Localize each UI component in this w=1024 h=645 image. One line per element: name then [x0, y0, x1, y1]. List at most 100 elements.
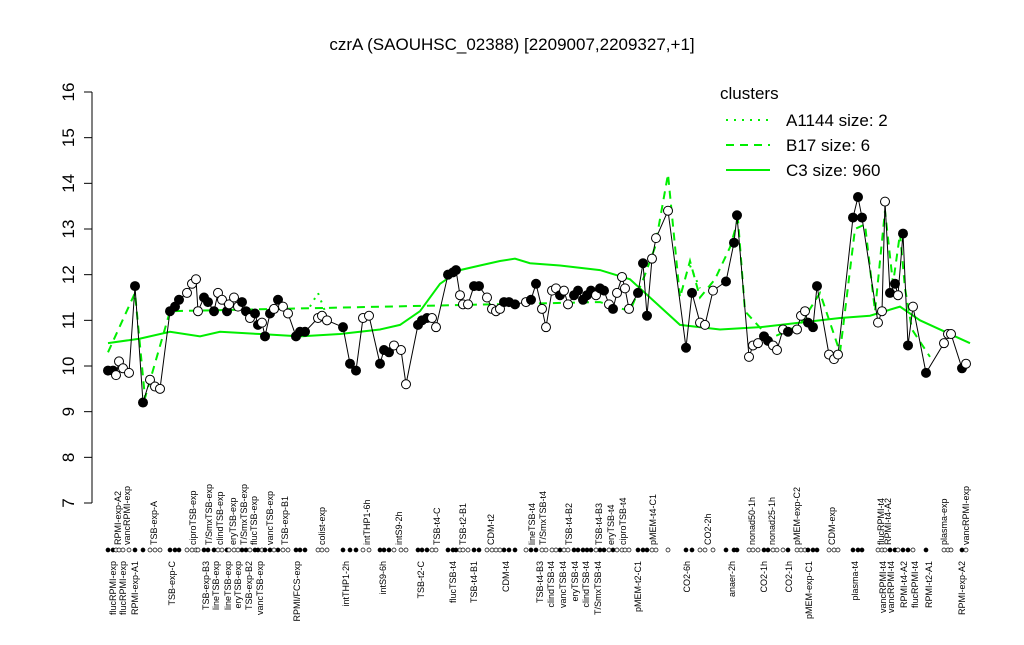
sample-label: CDM-t4: [501, 561, 511, 592]
rug-dot: [887, 547, 893, 553]
rug-dot: [875, 547, 881, 553]
rug-dot: [649, 547, 655, 553]
rug-dot: [963, 547, 969, 553]
sample-label: CDM-exp: [827, 507, 837, 545]
rug-dot: [415, 547, 421, 553]
sample-label: clindTSB-t4: [546, 561, 556, 608]
rug-dot: [571, 547, 577, 553]
data-point: [482, 292, 492, 303]
sample-label: ciproTSB-exp: [188, 490, 198, 545]
sample-label: flucRPMI-exp: [118, 561, 128, 615]
rug-dot: [497, 547, 503, 553]
sample-label: vancTSB-exp: [265, 491, 275, 545]
rug-dot: [575, 547, 581, 553]
sample-label: T/SmxTSB-exp: [239, 484, 249, 545]
data-point: [124, 367, 134, 378]
rug-dot: [302, 547, 308, 553]
sample-label: vancRPMI-t4: [878, 561, 888, 613]
rug-dot: [606, 547, 612, 553]
sample-label: eryTSB-t4: [606, 504, 616, 545]
data-point: [155, 383, 165, 394]
sample-label: TSB-t4-B3: [594, 503, 604, 545]
sample-label: TSB-t2-B1: [458, 503, 468, 545]
rug-dot: [189, 547, 195, 553]
sample-label: TSB-exp-B2: [244, 561, 254, 610]
rug-dot: [201, 547, 207, 553]
rug-dot: [626, 547, 632, 553]
rug-dot: [794, 547, 800, 553]
rug-dot: [205, 547, 211, 553]
data-point: [744, 351, 754, 362]
rug-dot: [506, 547, 512, 553]
chart-title: czrA (SAOUHSC_02388) [2209007,2209327,+1…: [329, 35, 694, 54]
sample-label: RPMI-exp-A2: [113, 491, 123, 545]
data-point: [217, 294, 227, 305]
y-tick-label: 10: [59, 357, 78, 376]
data-point: [300, 326, 310, 337]
rug-dot: [941, 547, 947, 553]
rug-dot: [528, 547, 534, 553]
sample-label: colist-exp: [317, 507, 327, 545]
data-point: [182, 287, 192, 298]
sample-label: RPMI-t4-A2: [883, 498, 893, 545]
sample-label: RPMI-exp-A1: [130, 561, 140, 615]
data-point: [209, 306, 219, 317]
rug-dot: [561, 547, 567, 553]
sample-label: lineTSB-exp: [223, 561, 233, 610]
data-point: [130, 281, 140, 292]
sample-label: pMEM-t2-C1: [633, 561, 643, 612]
rug-dot: [785, 547, 791, 553]
data-point: [338, 322, 348, 333]
rug-dot: [774, 547, 780, 553]
rug-dot: [116, 547, 122, 553]
rug-dot: [826, 547, 832, 553]
data-point: [729, 237, 739, 248]
rug-dot: [347, 547, 353, 553]
rug-dot: [471, 547, 477, 553]
rug-dot: [780, 547, 786, 553]
rug-dot: [297, 547, 303, 553]
sample-label: plasma-t4: [850, 561, 860, 601]
sample-label: intTHP1-2h: [341, 561, 351, 607]
data-point: [612, 287, 622, 298]
rug-dot: [557, 547, 563, 553]
rug-dot: [460, 547, 466, 553]
rug-dot: [805, 547, 811, 553]
sample-label: T/SmxTSB-exp: [204, 484, 214, 545]
rug-dot: [905, 547, 911, 553]
data-point: [257, 317, 267, 328]
data-point: [808, 322, 818, 333]
data-point: [599, 285, 609, 296]
rug-dot: [959, 547, 965, 553]
rug-dot: [501, 547, 507, 553]
data-point: [848, 212, 858, 223]
rug-dot: [580, 547, 586, 553]
y-tick-label: 14: [59, 174, 78, 193]
rug-dot: [465, 547, 471, 553]
sample-label: eryTSB-exp: [228, 497, 238, 545]
rug-dot: [215, 547, 221, 553]
rug-dot: [262, 547, 268, 553]
data-point: [857, 212, 867, 223]
data-point: [375, 358, 385, 369]
rug-dot: [814, 547, 820, 553]
rug-dot: [360, 547, 366, 553]
data-point: [853, 192, 863, 203]
data-point: [812, 281, 822, 292]
rug-dot: [593, 547, 599, 553]
data-point: [620, 283, 630, 294]
sample-label: flucRPMI-exp: [108, 561, 118, 615]
data-point: [772, 345, 782, 356]
rug-dot: [195, 547, 201, 553]
rug-dot: [622, 547, 628, 553]
sample-label: TSB-exp-B1: [280, 496, 290, 545]
sample-label: RPMI-t4-A2: [899, 561, 909, 608]
sample-label: eryTSB-t4: [570, 561, 580, 602]
sample-label: pMEM-exp-C1: [804, 561, 814, 619]
data-point: [873, 317, 883, 328]
rug-dot: [239, 547, 245, 553]
rug-dot: [176, 547, 182, 553]
rug-dot: [445, 547, 451, 553]
rug-dot: [167, 547, 173, 553]
rug-dot: [761, 547, 767, 553]
